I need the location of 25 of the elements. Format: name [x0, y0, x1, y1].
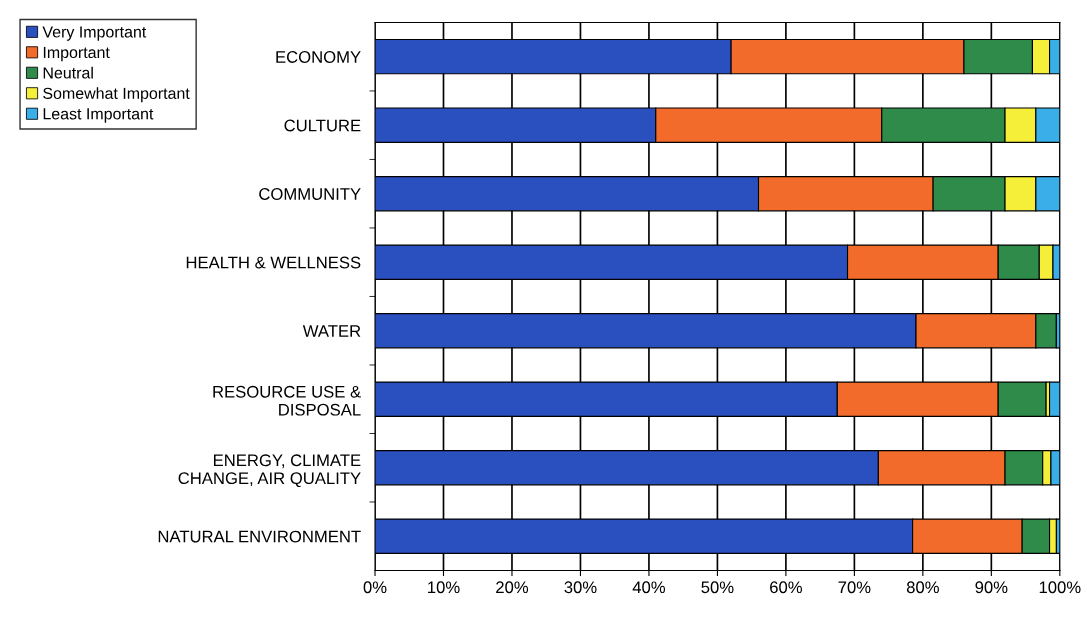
x-tick-label: 10%: [428, 581, 460, 594]
x-tick-label: 100%: [1039, 581, 1081, 594]
y-tick-label: HEALTH & WELLNESS: [186, 256, 361, 269]
x-tick-label: 40%: [632, 581, 666, 594]
legend-label: Somewhat Important: [43, 87, 190, 103]
x-tick-label: 90%: [975, 581, 1008, 594]
y-tick-label: ENERGY, CLIMATE CHANGE, AIR QUALITY: [178, 454, 361, 488]
x-tick-label: 0%: [363, 581, 387, 594]
x-tick-label: 60%: [770, 581, 802, 594]
y-tick-label: ECONOMY: [276, 51, 361, 63]
legend-label: Very Important: [42, 26, 147, 41]
x-tick-label: 50%: [701, 581, 734, 594]
y-tick-label: COMMUNITY: [259, 188, 361, 200]
y-tick-label: NATURAL ENVIRONMENT: [158, 530, 361, 543]
legend-label: Important: [43, 46, 110, 62]
x-tick-label: 70%: [838, 581, 871, 594]
legend-label: Least Important: [43, 108, 154, 123]
x-tick-label: 30%: [564, 581, 597, 594]
x-tick-label: 80%: [906, 581, 939, 594]
y-tick-label: CULTURE: [284, 119, 361, 132]
bar: [1048, 381, 1060, 417]
y-tick-label: RESOURCE USE & DISPOSAL: [213, 385, 361, 416]
x-tick-label: 20%: [496, 581, 529, 594]
legend-label: Neutral: [43, 66, 93, 79]
y-tick-label: WATER: [302, 325, 361, 337]
